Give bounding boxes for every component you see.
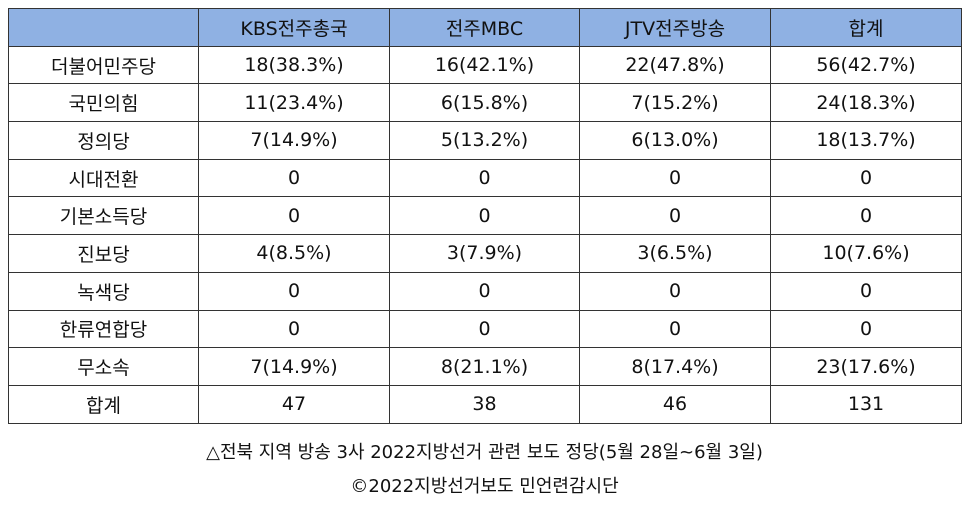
table-row: 시대전환 0 0 0 0 bbox=[8, 158, 962, 198]
table-row: 국민의힘 11(23.4%) 6(15.8%) 7(15.2%) 24(18.3… bbox=[8, 83, 962, 123]
header-kbs: KBS전주총국 bbox=[198, 8, 390, 47]
cell-mbc: 16(42.1%) bbox=[389, 45, 580, 85]
header-mbc: 전주MBC bbox=[389, 8, 580, 47]
table-row: 한류연합당 0 0 0 0 bbox=[8, 309, 962, 349]
cell-mbc: 8(21.1%) bbox=[389, 347, 580, 386]
header-total: 합계 bbox=[770, 8, 962, 47]
cell-mbc: 38 bbox=[389, 384, 580, 424]
cell-kbs: 18(38.3%) bbox=[198, 45, 390, 85]
cell-jtv: 0 bbox=[579, 158, 771, 198]
party-name: 시대전환 bbox=[8, 158, 199, 198]
party-name: 진보당 bbox=[8, 234, 199, 273]
cell-jtv: 8(17.4%) bbox=[579, 347, 771, 386]
party-name: 합계 bbox=[8, 384, 199, 424]
cell-mbc: 0 bbox=[389, 271, 580, 311]
table-row: 더불어민주당 18(38.3%) 16(42.1%) 22(47.8%) 56(… bbox=[8, 45, 962, 85]
cell-jtv: 46 bbox=[579, 384, 771, 424]
cell-total: 131 bbox=[770, 384, 962, 424]
party-name: 한류연합당 bbox=[8, 309, 199, 349]
table-row: 진보당 4(8.5%) 3(7.9%) 3(6.5%) 10(7.6%) bbox=[8, 234, 962, 273]
cell-kbs: 7(14.9%) bbox=[198, 121, 390, 160]
party-name: 더불어민주당 bbox=[8, 45, 199, 85]
cell-jtv: 22(47.8%) bbox=[579, 45, 771, 85]
cell-mbc: 5(13.2%) bbox=[389, 121, 580, 160]
table-row: 녹색당 0 0 0 0 bbox=[8, 271, 962, 311]
party-coverage-table: KBS전주총국 전주MBC JTV전주방송 합계 더불어민주당 18(38.3%… bbox=[8, 8, 962, 424]
table-row: 무소속 7(14.9%) 8(21.1%) 8(17.4%) 23(17.6%) bbox=[8, 347, 962, 386]
cell-total: 23(17.6%) bbox=[770, 347, 962, 386]
cell-kbs: 0 bbox=[198, 158, 390, 198]
cell-total: 10(7.6%) bbox=[770, 234, 962, 273]
cell-mbc: 3(7.9%) bbox=[389, 234, 580, 273]
cell-total: 0 bbox=[770, 309, 962, 349]
cell-kbs: 0 bbox=[198, 196, 390, 236]
cell-jtv: 6(13.0%) bbox=[579, 121, 771, 160]
cell-kbs: 47 bbox=[198, 384, 390, 424]
party-name: 녹색당 bbox=[8, 271, 199, 311]
cell-jtv: 0 bbox=[579, 196, 771, 236]
table-header-row: KBS전주총국 전주MBC JTV전주방송 합계 bbox=[8, 8, 962, 47]
cell-kbs: 0 bbox=[198, 271, 390, 311]
cell-jtv: 0 bbox=[579, 271, 771, 311]
cell-jtv: 0 bbox=[579, 309, 771, 349]
cell-jtv: 3(6.5%) bbox=[579, 234, 771, 273]
cell-total: 18(13.7%) bbox=[770, 121, 962, 160]
table-row: 정의당 7(14.9%) 5(13.2%) 6(13.0%) 18(13.7%) bbox=[8, 121, 962, 160]
cell-total: 0 bbox=[770, 158, 962, 198]
party-name: 정의당 bbox=[8, 121, 199, 160]
table-row: 기본소득당 0 0 0 0 bbox=[8, 196, 962, 236]
cell-total: 24(18.3%) bbox=[770, 83, 962, 123]
table-total-row: 합계 47 38 46 131 bbox=[8, 384, 962, 424]
copyright-line: ©2022지방선거보도 민언련감시단 bbox=[350, 476, 619, 497]
cell-jtv: 7(15.2%) bbox=[579, 83, 771, 123]
header-corner-cell bbox=[8, 8, 199, 47]
cell-mbc: 0 bbox=[389, 309, 580, 349]
cell-total: 0 bbox=[770, 271, 962, 311]
cell-kbs: 4(8.5%) bbox=[198, 234, 390, 273]
cell-kbs: 7(14.9%) bbox=[198, 347, 390, 386]
party-name: 국민의힘 bbox=[8, 83, 199, 123]
cell-mbc: 0 bbox=[389, 158, 580, 198]
cell-mbc: 6(15.8%) bbox=[389, 83, 580, 123]
party-name: 무소속 bbox=[8, 347, 199, 386]
cell-total: 56(42.7%) bbox=[770, 45, 962, 85]
cell-total: 0 bbox=[770, 196, 962, 236]
party-name: 기본소득당 bbox=[8, 196, 199, 236]
table-caption: △전북 지역 방송 3사 2022지방선거 관련 보도 정당(5월 28일~6월… bbox=[206, 442, 763, 463]
cell-mbc: 0 bbox=[389, 196, 580, 236]
header-jtv: JTV전주방송 bbox=[579, 8, 771, 47]
cell-kbs: 11(23.4%) bbox=[198, 83, 390, 123]
cell-kbs: 0 bbox=[198, 309, 390, 349]
